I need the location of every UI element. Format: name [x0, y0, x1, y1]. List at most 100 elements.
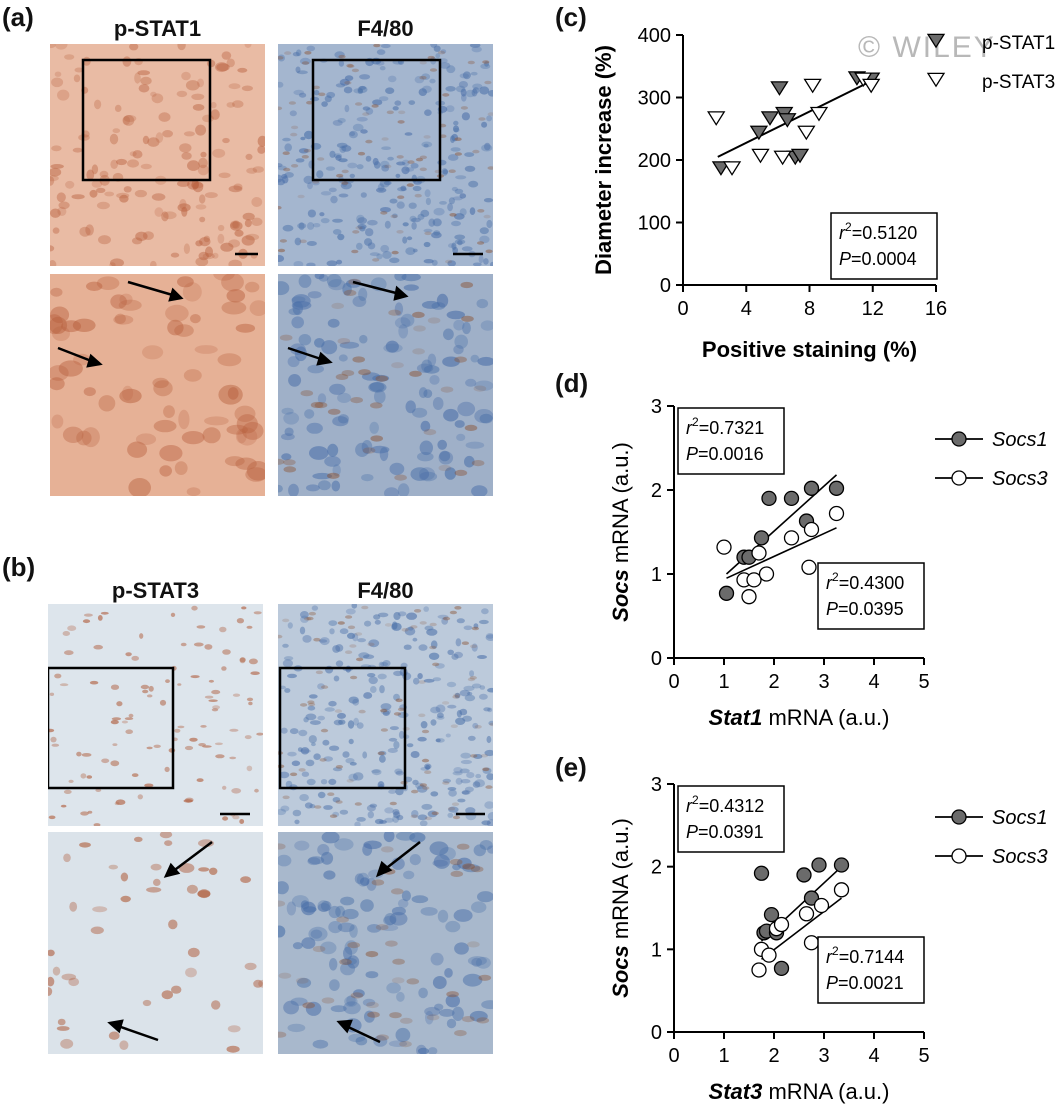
chart-c-x-tick-label: 4	[741, 298, 752, 320]
chart-e-y-tick-label: 0	[651, 1022, 662, 1044]
chart-d-stats-1-box	[677, 407, 785, 475]
chart-c-x-tick-label: 8	[804, 298, 815, 320]
chart-e-x-tick-label: 2	[768, 1045, 779, 1067]
chart-d-fit-line-Socs3	[726, 527, 837, 579]
chart-c-point-p-STAT1	[770, 81, 789, 96]
chart-d-ylabel: Socs mRNA (a.u.)	[608, 442, 633, 622]
chart-d-point-Socs1	[741, 549, 757, 565]
chart-d-legend-marker-Socs3	[951, 470, 967, 486]
micrograph-f480-b-zoom	[278, 832, 493, 1054]
title-pstat1: p-STAT1	[113, 16, 202, 41]
chart-d-legend-label: Socs1	[992, 429, 1048, 451]
panel-label-a: (a)	[2, 2, 34, 32]
title-f480-b: F4/80	[357, 578, 414, 603]
chart-c-point-p-STAT1	[786, 150, 805, 166]
chart-e-legend-label: Socs3	[992, 846, 1048, 868]
chart-e-point-Socs1	[833, 857, 850, 873]
chart-d-stats-2-p: P=0.0395	[826, 599, 904, 619]
chart-c-point-p-STAT3	[854, 72, 873, 88]
chart-d-x-tick-label: 4	[868, 671, 879, 693]
chart-c-point-p-STAT3	[797, 125, 816, 141]
chart-d-point-Socs3	[716, 539, 732, 555]
chart-e-point-Socs3	[803, 935, 820, 951]
chart-c-y-tick-label: 100	[638, 213, 671, 235]
chart-c-y-tick-label: 400	[638, 25, 671, 47]
panel-label-d: (d)	[555, 368, 589, 398]
chart-c-stats-p: P=0.0004	[839, 249, 917, 269]
chart-c-point-p-STAT1	[749, 125, 769, 141]
chart-e-point-Socs1	[768, 925, 785, 941]
chart-d-legend-label: Socs3	[992, 468, 1048, 490]
chart-e-point-Socs1	[756, 925, 772, 941]
chart-e-legend-label: Socs1	[992, 807, 1048, 829]
chart-d-point-Socs3	[828, 505, 845, 522]
chart-c-legend-label: p-STAT1	[982, 33, 1055, 54]
chart-c-point-p-STAT3	[722, 161, 742, 176]
chart-c-legend-marker-p-STAT1	[926, 33, 946, 49]
chart-e-x-tick-label: 0	[668, 1045, 679, 1067]
chart-e-point-Socs3	[768, 921, 785, 937]
chart-c-stats-box	[830, 212, 938, 280]
chart-e-point-Socs3	[813, 897, 830, 914]
chart-c-point-p-STAT1	[760, 111, 780, 126]
chart-c-point-p-STAT3	[773, 150, 792, 166]
chart-c-x-tick-label: 12	[862, 298, 884, 320]
chart-d-x-tick-label: 3	[818, 671, 829, 693]
chart-d-point-Socs1	[718, 585, 735, 601]
chart-c-fit-line	[717, 80, 871, 158]
chart-e-point-Socs1	[758, 923, 775, 939]
chart-e-point-Socs3	[753, 941, 770, 957]
chart-c-stats-r2: r2=0.5120	[839, 220, 917, 243]
chart-c-ylabel: Diameter increase (%)	[591, 45, 616, 275]
micrograph-pstat1-zoom	[50, 274, 265, 496]
chart-c-x-tick-label: 16	[925, 298, 947, 320]
chart-d-point-Socs1	[803, 480, 820, 496]
chart-e-stats-1-box	[677, 785, 785, 853]
chart-c-point-p-STAT3	[809, 106, 829, 122]
micrograph-f480-b-overview	[278, 604, 493, 826]
chart-d-point-Socs3	[803, 521, 820, 538]
chart-e-legend-marker-Socs1	[951, 809, 967, 825]
chart-c-point-p-STAT1	[711, 161, 731, 176]
chart-d-point-Socs1	[783, 490, 800, 507]
chart-d-point-Socs3	[783, 530, 800, 546]
chart-c-y-tick-label: 0	[660, 275, 671, 297]
chart-d-point-Socs1	[736, 549, 752, 565]
chart-d-x-tick-label: 0	[668, 671, 679, 693]
chart-e-point-Socs3	[833, 882, 850, 898]
chart-c-x-tick-label: 0	[677, 298, 688, 320]
chart-e-point-Socs3	[751, 962, 767, 978]
chart-d-stats-2-r2: r2=0.4300	[826, 570, 904, 593]
chart-d-x-tick-label: 5	[918, 671, 929, 693]
chart-d-point-Socs3	[751, 545, 767, 561]
chart-d-point-Socs3	[736, 572, 752, 588]
chart-c-y-tick-label: 300	[638, 88, 671, 110]
watermark: © WILEY	[858, 31, 996, 64]
chart-d-point-Socs3	[801, 559, 817, 575]
chart-e-point-Socs3	[773, 916, 790, 933]
micrograph-pstat3-zoom	[48, 832, 263, 1054]
chart-d-stats-1-r2: r2=0.7321	[686, 415, 764, 438]
chart-c-point-p-STAT3	[751, 148, 770, 164]
chart-e-point-Socs1	[803, 890, 820, 906]
chart-e-y-tick-label: 3	[651, 774, 662, 796]
chart-e-x-tick-label: 4	[868, 1045, 879, 1067]
chart-e-y-tick-label: 1	[651, 939, 662, 961]
panel-label-e: (e)	[555, 752, 587, 782]
chart-c-point-p-STAT1	[861, 72, 881, 88]
chart-c-xlabel: Positive staining (%)	[702, 337, 917, 362]
chart-c-point-p-STAT1	[778, 113, 797, 128]
chart-c-legend-marker-p-STAT3	[926, 72, 946, 88]
chart-c-point-p-STAT3	[861, 78, 881, 94]
title-f480-a: F4/80	[357, 16, 414, 41]
micrograph-pstat1-overview	[50, 44, 265, 266]
chart-d-point-Socs1	[753, 530, 770, 546]
chart-e-point-Socs1	[763, 906, 780, 923]
chart-d-y-tick-label: 2	[651, 480, 662, 502]
chart-d-point-Socs1	[828, 480, 845, 496]
chart-d-x-tick-label: 1	[718, 671, 729, 693]
chart-d-point-Socs1	[761, 490, 777, 507]
chart-d-point-Socs3	[758, 566, 775, 582]
chart-c-point-p-STAT3	[803, 78, 822, 94]
chart-c-point-p-STAT3	[707, 111, 726, 126]
